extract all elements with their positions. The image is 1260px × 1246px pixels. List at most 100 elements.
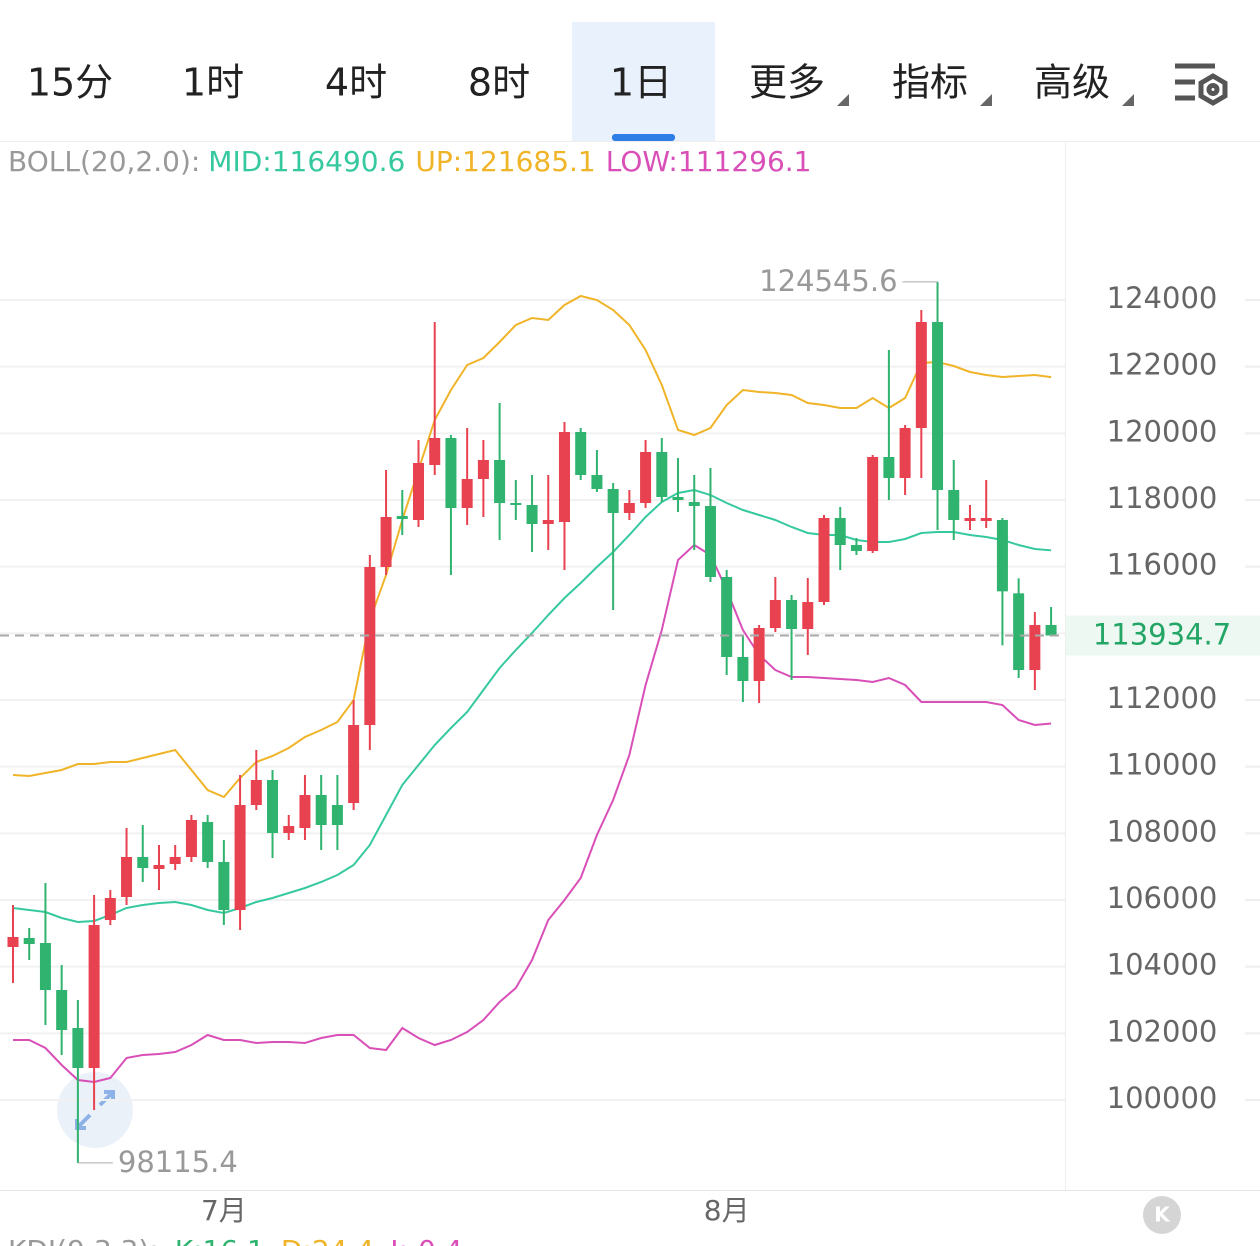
candle-body xyxy=(380,517,392,567)
kdj-item: K:16.1 xyxy=(175,1234,265,1246)
candle-body xyxy=(526,505,538,524)
candle-body xyxy=(396,516,408,519)
band-line xyxy=(12,488,1052,924)
candle-body xyxy=(121,857,133,897)
tab[interactable]: 4时 xyxy=(325,61,387,105)
candle-body xyxy=(672,497,684,500)
candle-body xyxy=(688,502,700,506)
candle-body xyxy=(413,463,424,520)
candle-body xyxy=(786,600,798,629)
candle-body xyxy=(704,506,716,577)
y-tick-label: 118000 xyxy=(1107,481,1218,515)
candle-body xyxy=(883,457,895,478)
candle-body xyxy=(542,520,554,524)
y-tick-label: 108000 xyxy=(1107,814,1218,848)
band-line xyxy=(12,294,1052,799)
legend-value: 116490.6 xyxy=(272,145,406,178)
legend-name: UP: xyxy=(415,145,462,178)
candle-body xyxy=(23,938,35,944)
candle-body xyxy=(1029,625,1041,670)
candle-body xyxy=(980,518,992,521)
legend: BOLL(20,2.0): MID:116490.6 UP:121685.1 LOW:… xyxy=(8,145,811,178)
candle-body xyxy=(1045,625,1057,636)
candle-body xyxy=(137,857,149,868)
candle-body xyxy=(364,567,376,725)
candle-body xyxy=(591,475,603,489)
legend-value: 111296.1 xyxy=(678,145,812,178)
candle-body xyxy=(477,460,489,479)
legend-name: LOW: xyxy=(606,145,678,178)
candle-body xyxy=(656,452,668,497)
candle-body xyxy=(802,602,814,629)
candle-body xyxy=(640,452,652,503)
candle-body xyxy=(429,438,441,465)
candle-body xyxy=(510,503,522,505)
candle-body xyxy=(299,795,311,828)
tab[interactable]: 指标 xyxy=(892,61,968,105)
dropdown-arrow xyxy=(1122,94,1134,106)
tab[interactable]: 高级 xyxy=(1034,61,1110,105)
settings-icon[interactable] xyxy=(1175,63,1228,106)
candle-body xyxy=(72,1028,84,1068)
candle-body xyxy=(104,898,116,920)
y-tick-label: 100000 xyxy=(1107,1081,1218,1115)
kdj-item: D:24.4 xyxy=(281,1234,374,1246)
min-annotation: 98115.4 xyxy=(118,1145,238,1179)
candle-body xyxy=(769,600,781,628)
candle-body xyxy=(88,925,100,1068)
y-tick-label: 124000 xyxy=(1107,281,1218,315)
x-tick-label: 7月 xyxy=(201,1194,247,1227)
candle-body xyxy=(315,795,327,825)
candle-body xyxy=(1013,593,1025,670)
candle-body xyxy=(348,725,360,803)
y-tick-label: 116000 xyxy=(1107,548,1218,582)
kdj-legend: KDJ(9,3,3):K:16.1D:24.4J:-0.4 xyxy=(8,1234,463,1246)
candle-body xyxy=(56,990,68,1030)
candle-body xyxy=(461,479,473,508)
candle-body xyxy=(721,577,733,657)
candle-body xyxy=(915,322,927,428)
candle-body xyxy=(202,822,214,862)
k-button[interactable] xyxy=(1143,1196,1181,1234)
y-tick-label: 120000 xyxy=(1107,414,1218,448)
candle-body xyxy=(218,862,230,910)
y-tick-label: 110000 xyxy=(1107,748,1218,782)
candle-body xyxy=(867,457,879,551)
y-tick-label: 122000 xyxy=(1107,348,1218,382)
tab[interactable]: 1日 xyxy=(610,61,672,105)
tab[interactable]: 1时 xyxy=(182,61,244,105)
candle-body xyxy=(153,865,165,869)
candle-body xyxy=(267,780,279,833)
candle-body xyxy=(964,518,976,521)
candle-body xyxy=(948,490,960,520)
kdj-item: J:-0.4 xyxy=(388,1234,462,1246)
max-annotation: 124545.6 xyxy=(759,264,897,298)
k-button-label: K xyxy=(1154,1203,1171,1227)
candle-body xyxy=(250,780,262,805)
candle-body xyxy=(234,805,246,910)
tab[interactable]: 更多 xyxy=(749,61,825,105)
active-tab-bg xyxy=(572,22,715,141)
candle-body xyxy=(494,460,506,503)
candle-body xyxy=(39,943,51,990)
legend-value: 121685.1 xyxy=(462,145,596,178)
candle-body xyxy=(899,428,911,478)
candle-body xyxy=(818,518,830,602)
band-line xyxy=(13,543,1052,1084)
candle-body xyxy=(753,628,765,681)
candle-body xyxy=(737,657,749,681)
candle-body xyxy=(331,805,343,825)
candle-body xyxy=(185,820,197,857)
tab[interactable]: 15分 xyxy=(27,61,113,105)
y-tick-label: 112000 xyxy=(1107,681,1218,715)
candle-body xyxy=(7,937,19,947)
last-price-label: 113934.7 xyxy=(1093,618,1231,652)
candle-body xyxy=(850,545,862,551)
candle-body xyxy=(996,520,1008,592)
dropdown-arrow xyxy=(980,94,992,106)
candle-body xyxy=(558,432,570,522)
tab[interactable]: 8时 xyxy=(468,61,530,105)
last-price-box xyxy=(1066,615,1260,656)
candle-body xyxy=(575,432,587,475)
